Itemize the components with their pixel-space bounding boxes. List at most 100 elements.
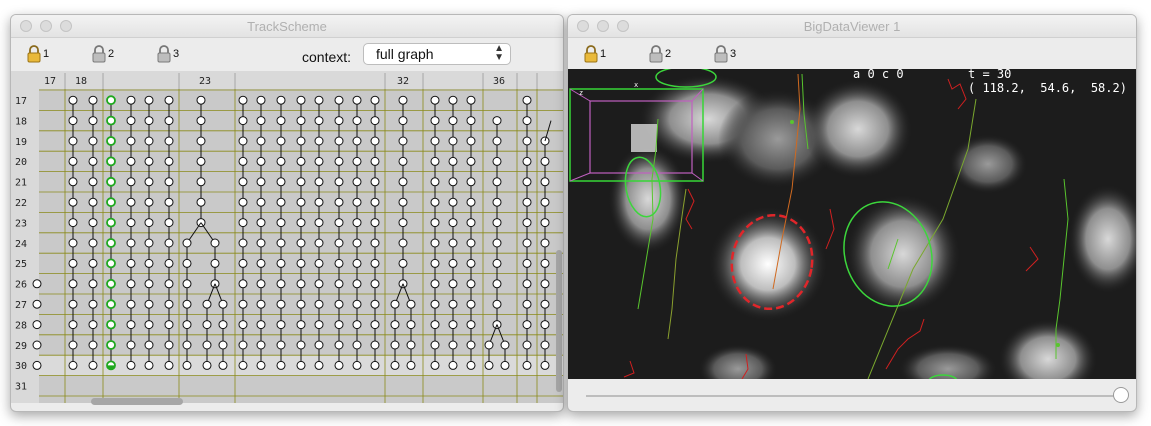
bdv-image-view[interactable]: z x: [568, 69, 1136, 379]
spot-node[interactable]: [126, 258, 136, 268]
spot-node[interactable]: [164, 340, 174, 350]
spot-node[interactable]: [448, 136, 458, 146]
spot-node[interactable]: [370, 197, 380, 207]
spot-node[interactable]: [390, 360, 400, 370]
spot-node[interactable]: [68, 95, 78, 105]
spot-node[interactable]: [88, 116, 98, 126]
spot-node[interactable]: [370, 299, 380, 309]
spot-node[interactable]: [144, 95, 154, 105]
spot-node[interactable]: [466, 258, 476, 268]
spot-node[interactable]: [522, 156, 532, 166]
spot-node[interactable]: [466, 360, 476, 370]
spot-node[interactable]: [398, 95, 408, 105]
time-slider-track[interactable]: [586, 395, 1120, 397]
spot-node[interactable]: [492, 136, 502, 146]
spot-node[interactable]: [398, 279, 408, 289]
spot-node[interactable]: [68, 320, 78, 330]
spot-node[interactable]: [296, 320, 306, 330]
spot-node[interactable]: [296, 340, 306, 350]
spot-node[interactable]: [314, 116, 324, 126]
spot-node[interactable]: [466, 238, 476, 248]
spot-node[interactable]: [352, 340, 362, 350]
spot-node[interactable]: [352, 279, 362, 289]
spot-node[interactable]: [296, 116, 306, 126]
spot-node[interactable]: [106, 156, 116, 167]
spot-node[interactable]: [276, 136, 286, 146]
spot-node[interactable]: [182, 340, 192, 350]
spot-node[interactable]: [238, 177, 248, 187]
spot-node[interactable]: [492, 177, 502, 187]
spot-node[interactable]: [448, 340, 458, 350]
spot-node[interactable]: [276, 299, 286, 309]
spot-node[interactable]: [144, 279, 154, 289]
spot-node[interactable]: [406, 360, 416, 370]
spot-node[interactable]: [68, 258, 78, 268]
spot-node[interactable]: [256, 197, 266, 207]
spot-node[interactable]: [144, 218, 154, 228]
spot-node[interactable]: [196, 177, 206, 187]
spot-node[interactable]: [106, 136, 116, 146]
spot-node[interactable]: [238, 279, 248, 289]
spot-node[interactable]: [126, 95, 136, 105]
spot-node[interactable]: [144, 156, 154, 166]
spot-node[interactable]: [144, 360, 154, 370]
spot-node[interactable]: [88, 136, 98, 146]
spot-node[interactable]: [164, 258, 174, 268]
spot-node[interactable]: [540, 320, 550, 330]
zoom-window-button[interactable]: [617, 20, 629, 32]
spot-node[interactable]: [370, 360, 380, 370]
spot-node[interactable]: [398, 116, 408, 126]
spot-node[interactable]: [32, 279, 42, 289]
spot-node[interactable]: [540, 299, 550, 309]
spot-node[interactable]: [126, 177, 136, 187]
spot-node[interactable]: [352, 258, 362, 268]
spot-node[interactable]: [32, 340, 42, 350]
spot-node[interactable]: [370, 340, 380, 350]
spot-node[interactable]: [106, 115, 116, 126]
spot-node[interactable]: [68, 197, 78, 207]
spot-node[interactable]: [196, 197, 206, 207]
spot-node[interactable]: [68, 116, 78, 126]
spot-node[interactable]: [334, 156, 344, 166]
spot-node[interactable]: [540, 360, 550, 370]
spot-node[interactable]: [448, 95, 458, 105]
spot-node[interactable]: [256, 299, 266, 309]
spot-node[interactable]: [492, 258, 502, 268]
spot-node[interactable]: [484, 360, 494, 370]
spot-node[interactable]: [466, 136, 476, 146]
spot-node[interactable]: [522, 238, 532, 248]
spot-node[interactable]: [296, 197, 306, 207]
spot-node[interactable]: [334, 360, 344, 370]
spot-node[interactable]: [492, 279, 502, 289]
spot-node[interactable]: [218, 320, 228, 330]
spot-node[interactable]: [398, 258, 408, 268]
spot-node[interactable]: [466, 177, 476, 187]
spot-node[interactable]: [466, 218, 476, 228]
spot-node[interactable]: [352, 177, 362, 187]
spot-node[interactable]: [164, 299, 174, 309]
spot-node[interactable]: [106, 299, 116, 310]
spot-node[interactable]: [352, 238, 362, 248]
spot-node[interactable]: [144, 197, 154, 207]
spot-node[interactable]: [196, 136, 206, 146]
spot-node[interactable]: [164, 197, 174, 207]
spot-node[interactable]: [238, 360, 248, 370]
spot-node[interactable]: [370, 258, 380, 268]
spot-ellipse[interactable]: [831, 190, 946, 317]
spot-node[interactable]: [68, 156, 78, 166]
spot-node[interactable]: [314, 258, 324, 268]
spot-node[interactable]: [88, 95, 98, 105]
spot-node[interactable]: [164, 136, 174, 146]
minimize-window-button[interactable]: [597, 20, 609, 32]
spot-node[interactable]: [370, 320, 380, 330]
spot-node[interactable]: [144, 136, 154, 146]
spot-node[interactable]: [238, 238, 248, 248]
close-window-button[interactable]: [577, 20, 589, 32]
spot-node[interactable]: [32, 320, 42, 330]
spot-node[interactable]: [106, 176, 116, 187]
spot-node[interactable]: [88, 218, 98, 228]
spot-node[interactable]: [430, 360, 440, 370]
spot-node[interactable]: [522, 340, 532, 350]
spot-node[interactable]: [196, 156, 206, 166]
spot-node[interactable]: [88, 238, 98, 248]
